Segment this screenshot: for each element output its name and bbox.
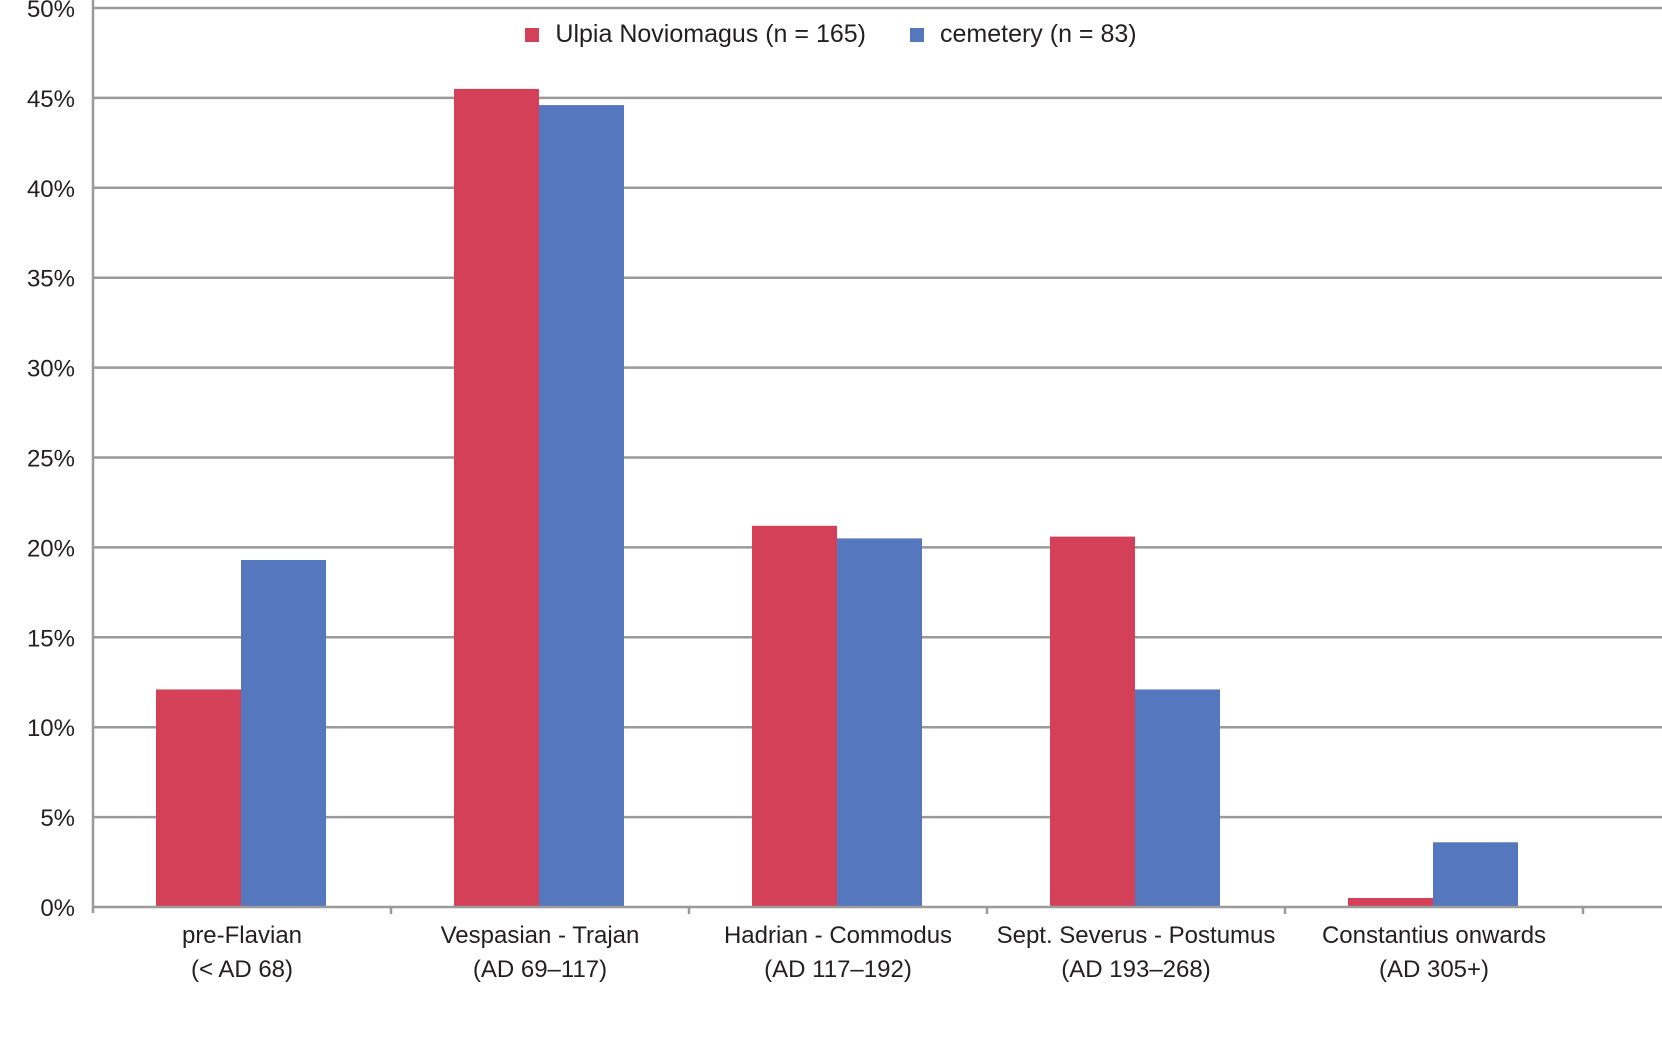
y-tick-label: 45%: [27, 86, 75, 113]
legend: Ulpia Noviomagus (n = 165) cemetery (n =…: [0, 20, 1662, 49]
legend-label-cemetery: cemetery (n = 83): [939, 20, 1137, 48]
x-tick-label: (< AD 68): [191, 956, 293, 983]
x-tick-label: Sept. Severus - Postumus: [997, 922, 1276, 949]
x-tick-label: (AD 117–192): [764, 956, 912, 983]
y-tick-label: 10%: [27, 715, 75, 742]
x-tick-label: (AD 69–117): [473, 956, 607, 983]
bar: [1050, 536, 1135, 907]
y-tick-label: 5%: [40, 805, 75, 832]
x-tick-label: (AD 193–268): [1061, 956, 1210, 983]
y-tick-label: 25%: [27, 446, 75, 473]
x-tick-label: Hadrian - Commodus: [724, 922, 952, 949]
bar: [241, 559, 326, 907]
y-tick-label: 0%: [40, 895, 75, 922]
bar: [454, 88, 539, 907]
bar: [1135, 689, 1220, 907]
bar: [752, 525, 837, 907]
x-tick-label: Vespasian - Trajan: [441, 922, 640, 949]
bar: [837, 538, 922, 907]
legend-item-ulpia: Ulpia Noviomagus (n = 165): [525, 20, 866, 49]
legend-swatch-ulpia: [525, 27, 540, 42]
bar: [539, 105, 624, 908]
legend-label-ulpia: Ulpia Noviomagus (n = 165): [555, 20, 866, 48]
y-tick-label: 15%: [27, 625, 75, 652]
x-tick-label: (AD 305+): [1379, 956, 1489, 983]
y-tick-label: 20%: [27, 535, 75, 562]
y-tick-label: 50%: [27, 0, 75, 23]
bar: [1433, 842, 1518, 907]
x-tick-label: Constantius onwards: [1322, 922, 1546, 949]
y-tick-label: 30%: [27, 356, 75, 383]
bar: [1348, 898, 1433, 907]
x-tick-label: pre-Flavian: [182, 922, 302, 949]
legend-swatch-cemetery: [909, 27, 924, 42]
y-tick-label: 40%: [27, 176, 75, 203]
legend-item-cemetery: cemetery (n = 83): [909, 20, 1137, 49]
y-tick-label: 35%: [27, 266, 75, 293]
bar: [156, 689, 241, 907]
